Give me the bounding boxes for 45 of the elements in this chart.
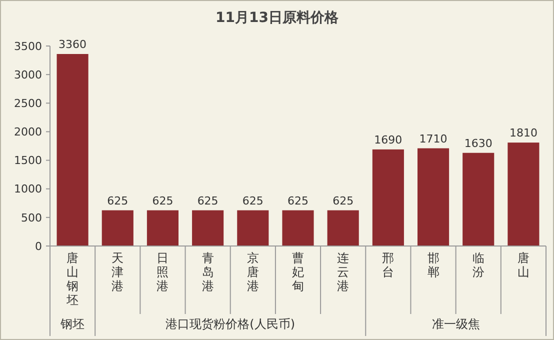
bar — [282, 210, 314, 246]
bar — [192, 210, 224, 246]
data-label: 625 — [197, 194, 218, 208]
text: 港口现货粉价格(人民币) — [166, 317, 296, 331]
text: 准一级焦 — [432, 317, 480, 331]
data-label: 3360 — [58, 38, 87, 51]
x-tick-label: 日照港 — [156, 251, 169, 293]
y-tick-label: 3000 — [14, 68, 42, 82]
x-tick-label: 唐山 — [517, 251, 530, 279]
y-tick-label: 0 — [35, 240, 42, 253]
bar — [462, 152, 494, 246]
x-tick-label: 连云港 — [337, 251, 350, 293]
x-tick-label: 曹妃甸 — [292, 251, 304, 293]
data-label: 625 — [152, 194, 174, 208]
y-tick-label: 1500 — [14, 154, 42, 168]
x-tick-label: 京唐港 — [246, 251, 259, 293]
data-label: 1710 — [419, 132, 448, 146]
data-label: 1810 — [509, 126, 538, 140]
bar — [327, 210, 359, 246]
x-tick-label: 唐山钢坯 — [66, 251, 79, 307]
bar — [508, 142, 540, 246]
data-label: 1690 — [374, 133, 402, 146]
y-tick-label: 2000 — [14, 126, 42, 139]
bar — [237, 210, 269, 246]
chart-title: 11月13日原料价格 — [216, 10, 340, 26]
data-label: 625 — [242, 194, 264, 208]
y-tick-label: 3500 — [14, 40, 42, 53]
bar — [372, 149, 404, 246]
bar — [417, 148, 450, 246]
bar — [102, 210, 134, 246]
x-tick-label: 青岛港 — [202, 251, 214, 293]
y-tick-label: 2500 — [14, 96, 42, 110]
y-tick-label: 1000 — [14, 182, 42, 196]
x-tick-label: 邯郸 — [427, 251, 440, 279]
data-label: 1630 — [464, 136, 492, 150]
y-tick-label: 500 — [21, 211, 42, 224]
data-label: 625 — [332, 194, 354, 208]
x-tick-label: 临汾 — [472, 251, 484, 279]
x-tick-label: 邢台 — [382, 251, 394, 279]
bar — [146, 210, 179, 246]
text: 钢坯 — [60, 317, 85, 331]
x-tick-label: 天津港 — [112, 251, 124, 293]
data-label: 625 — [107, 194, 128, 208]
bar — [56, 54, 88, 246]
data-label: 625 — [288, 194, 308, 208]
